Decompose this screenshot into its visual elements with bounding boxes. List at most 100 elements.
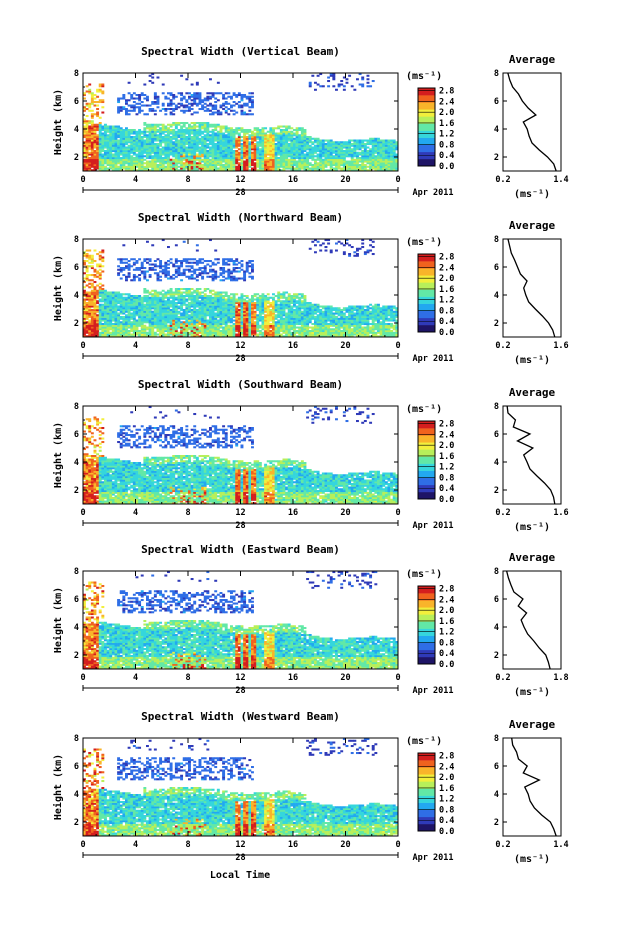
heatmap-cell [159,137,163,140]
heatmap-cell [106,305,110,308]
heatmap-cell [169,139,173,142]
heatmap-cell [109,295,113,298]
heatmap-cell [93,281,97,284]
heatmap-cell [230,150,233,153]
heatmap-cell [203,331,207,334]
heatmap-cell [185,316,189,319]
heatmap-cell [369,151,373,154]
heatmap-cell [232,130,236,133]
heatmap-cell [211,153,215,156]
heatmap-cell [287,165,291,168]
heatmap-cell [164,134,168,137]
heatmap-cell [96,146,100,149]
heatmap-cell [83,151,86,154]
heatmap-cell [143,158,147,161]
heatmap-cell [256,150,260,153]
heatmap-cell [96,293,100,296]
heatmap-cell [332,141,336,144]
heatmap-cell [127,326,131,329]
heatmap-cell [222,316,226,319]
heatmap-cell [298,158,302,161]
heatmap-cell [290,157,294,160]
heatmap-cell [104,127,107,130]
heatmap-cell [214,104,218,107]
heatmap-cell [350,167,354,170]
heatmap-cell [122,324,126,327]
heatmap-cell [119,330,123,333]
heatmap-cell [125,319,128,322]
colorbar-tick-label: 2.0 [439,108,454,118]
heatmap-cell [332,162,336,165]
heatmap-cell [245,143,249,146]
heatmap-cell [138,94,142,97]
heatmap-cell [90,129,94,132]
heatmap-cell [161,326,165,329]
heatmap-cell [161,298,165,301]
heatmap-cell [190,309,194,312]
heatmap-cell [201,312,205,315]
heatmap-cell [363,144,367,147]
heatmap-cell [206,137,210,140]
heatmap-cell [148,148,152,151]
heatmap-cell [190,127,194,130]
heatmap-cell [125,300,128,303]
heatmap-cell [93,160,97,163]
heatmap-cell [159,326,163,329]
heatmap-cell [90,102,94,105]
heatmap-cell [203,144,207,147]
heatmap-cell [345,143,349,146]
heatmap-cell [379,155,383,158]
heatmap-cell [90,305,94,308]
heatmap-cell [209,139,212,142]
heatmap-cell [117,319,121,322]
heatmap-cell [279,130,283,133]
heatmap-cell [119,158,123,161]
heatmap-cell [172,335,176,338]
heatmap-cell [132,167,136,170]
heatmap-cell [117,300,121,303]
heatmap-cell [188,265,191,268]
heatmap-cell [195,330,199,333]
heatmap-cell [335,146,338,149]
heatmap-cell [119,307,123,310]
heatmap-cell [96,265,100,268]
heatmap-cell [379,153,383,156]
heatmap-cell [96,321,100,324]
heatmap-cell [240,127,244,130]
heatmap-cell [245,97,249,100]
heatmap-cell [117,312,121,315]
heatmap-cell [311,141,315,144]
heatmap-cell [211,270,215,273]
heatmap-cell [224,305,228,308]
heatmap-cell [182,274,186,277]
heatmap-cell [164,167,168,170]
heatmap-cell [340,146,344,149]
heatmap-cell [104,169,107,172]
heatmap-cell [106,303,110,306]
heatmap-cell [230,167,233,170]
heatmap-cell [169,330,173,333]
heatmap-cell [93,328,97,331]
heatmap-cell [253,162,257,165]
heatmap-cell [295,144,299,147]
heatmap-cell [98,155,102,158]
heatmap-cell [282,164,286,167]
heatmap-cell [111,333,115,336]
heatmap-cell [237,104,241,107]
heatmap-cell [188,295,191,298]
heatmap-cell [327,141,331,144]
heatmap-cell [253,165,257,168]
heatmap-cell [345,151,349,154]
heatmap-cell [182,270,186,273]
heatmap-cell [101,323,105,326]
heatmap-cell [167,102,170,105]
heatmap-cell [245,165,249,168]
heatmap-cell [282,129,286,132]
heatmap-cell [182,134,186,137]
heatmap-cell [240,164,244,167]
heatmap-cell [209,158,212,161]
heatmap-cell [224,101,228,104]
heatmap-cell [140,316,144,319]
heatmap-cell [290,165,294,168]
profile-y-tick-label: 6 [494,97,499,107]
